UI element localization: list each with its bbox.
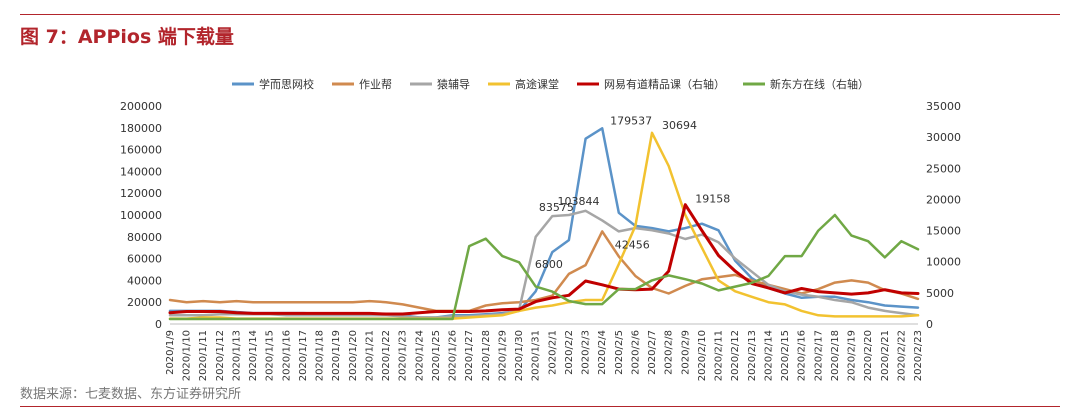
- series-line: [168, 209, 920, 319]
- x-tick-label: 2020/2/22: [896, 330, 907, 381]
- x-tick-label: 2020/1/30: [514, 330, 525, 381]
- data-label: 42456: [615, 238, 650, 251]
- x-tick-label: 2020/2/4: [597, 330, 608, 375]
- x-tick-label: 2020/1/24: [414, 330, 425, 381]
- x-tick-label: 2020/1/28: [481, 330, 492, 381]
- data-label: 30694: [662, 119, 697, 132]
- x-tick-label: 2020/2/20: [863, 330, 874, 381]
- y-left-tick-label: 100000: [120, 209, 162, 222]
- data-label: 179537: [610, 114, 652, 127]
- x-tick-label: 2020/2/8: [664, 330, 675, 375]
- x-tick-label: 2020/1/21: [364, 330, 375, 381]
- x-tick-label: 2020/1/22: [381, 330, 392, 381]
- y-left-tick-label: 180000: [120, 122, 162, 135]
- x-tick-label: 2020/2/18: [830, 330, 841, 381]
- x-tick-label: 2020/1/15: [265, 330, 276, 381]
- x-tick-label: 2020/1/23: [398, 330, 409, 381]
- x-tick-label: 2020/2/1: [547, 330, 558, 375]
- x-tick-label: 2020/2/14: [763, 330, 774, 381]
- y-right-tick-label: 20000: [926, 193, 961, 206]
- x-tick-label: 2020/2/17: [813, 330, 824, 381]
- x-tick-label: 2020/1/19: [331, 330, 342, 381]
- x-tick-label: 2020/1/14: [248, 330, 259, 381]
- y-right-tick-label: 35000: [926, 100, 961, 113]
- x-tick-label: 2020/2/23: [913, 330, 924, 381]
- chart-axes: 0200004000060000800001000001200001400001…: [120, 100, 961, 381]
- figure-heading: 图 7：APPios 端下载量: [20, 26, 234, 48]
- legend-entry: 学而思网校: [259, 77, 314, 91]
- x-tick-label: 2020/2/10: [697, 330, 708, 381]
- y-left-tick-label: 60000: [127, 253, 162, 266]
- y-right-tick-label: 15000: [926, 225, 961, 238]
- x-tick-label: 2020/1/26: [448, 330, 459, 381]
- x-tick-label: 2020/2/15: [780, 330, 791, 381]
- x-tick-label: 2020/1/17: [298, 330, 309, 381]
- y-right-tick-label: 0: [926, 318, 933, 331]
- y-right-tick-label: 10000: [926, 256, 961, 269]
- y-left-tick-label: 40000: [127, 274, 162, 287]
- x-tick-label: 2020/1/16: [281, 330, 292, 381]
- data-label: 6800: [535, 258, 563, 271]
- y-left-tick-label: 120000: [120, 187, 162, 200]
- chart-series: [168, 127, 920, 321]
- x-tick-label: 2020/1/12: [215, 330, 226, 381]
- legend-entry: 猿辅导: [437, 77, 470, 91]
- series-line: [168, 203, 920, 316]
- top-divider: [20, 14, 1060, 15]
- legend-entry: 新东方在线（右轴）: [770, 77, 869, 91]
- series-line: [168, 213, 920, 321]
- data-label: 19158: [695, 193, 730, 206]
- y-right-tick-label: 25000: [926, 162, 961, 175]
- x-tick-label: 2020/2/16: [797, 330, 808, 381]
- x-tick-label: 2020/1/10: [182, 330, 193, 381]
- y-left-tick-label: 140000: [120, 165, 162, 178]
- x-tick-label: 2020/1/13: [231, 330, 242, 381]
- x-tick-label: 2020/2/19: [847, 330, 858, 381]
- x-tick-label: 2020/1/9: [165, 330, 176, 375]
- x-tick-label: 2020/2/9: [680, 330, 691, 375]
- x-tick-label: 2020/2/3: [581, 330, 592, 375]
- x-tick-label: 2020/1/25: [431, 330, 442, 381]
- legend-entry: 网易有道精品课（右轴）: [604, 77, 725, 91]
- x-tick-label: 2020/2/13: [747, 330, 758, 381]
- x-tick-label: 2020/2/7: [647, 330, 658, 375]
- x-tick-label: 2020/2/6: [630, 330, 641, 375]
- data-label: 103844: [558, 195, 600, 208]
- x-tick-label: 2020/1/20: [348, 330, 359, 381]
- y-left-tick-label: 200000: [120, 100, 162, 113]
- y-left-tick-label: 20000: [127, 296, 162, 309]
- y-right-tick-label: 30000: [926, 131, 961, 144]
- chart-legend: 学而思网校 作业帮 猿辅导 高途课堂 网易有道精品课（右轴） 新东方在线（右轴）: [232, 77, 869, 91]
- x-tick-label: 2020/1/18: [315, 330, 326, 381]
- x-tick-label: 2020/1/29: [497, 330, 508, 381]
- y-left-tick-label: 0: [155, 318, 162, 331]
- y-left-tick-label: 80000: [127, 231, 162, 244]
- data-source: 数据来源：七麦数据、东方证券研究所: [20, 387, 242, 402]
- data-label: 83575: [539, 201, 574, 214]
- x-tick-label: 2020/2/21: [880, 330, 891, 381]
- x-tick-label: 2020/2/2: [564, 330, 575, 375]
- x-tick-label: 2020/2/12: [730, 330, 741, 381]
- x-tick-label: 2020/1/31: [531, 330, 542, 381]
- legend-entry: 作业帮: [359, 78, 392, 91]
- legend-entry: 高途课堂: [515, 77, 559, 91]
- y-left-tick-label: 160000: [120, 144, 162, 157]
- x-tick-label: 2020/1/27: [464, 330, 475, 381]
- y-right-tick-label: 5000: [926, 287, 954, 300]
- x-tick-label: 2020/1/11: [198, 330, 209, 381]
- bottom-divider: [20, 406, 1060, 407]
- x-tick-label: 2020/2/11: [714, 330, 725, 381]
- x-tick-label: 2020/2/5: [614, 330, 625, 375]
